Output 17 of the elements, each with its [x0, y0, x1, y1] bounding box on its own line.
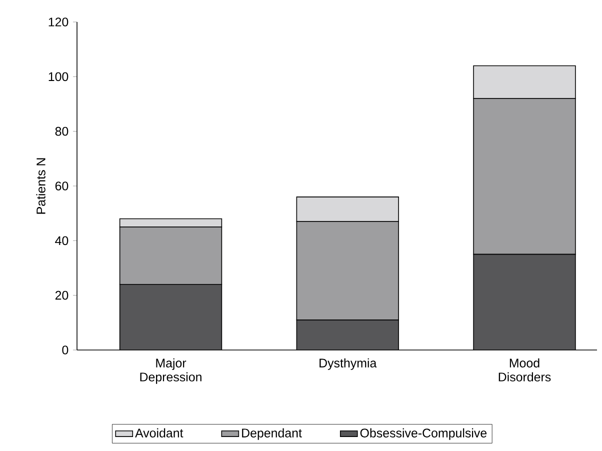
- legend-label: Dependant: [242, 428, 302, 440]
- y-tick-label: 120: [48, 18, 68, 26]
- y-tick-label: 0: [62, 346, 68, 354]
- bar: [120, 284, 222, 350]
- bar: [473, 254, 576, 350]
- y-tick-label: 80: [55, 126, 68, 136]
- y-tick-label: 40: [55, 236, 68, 246]
- x-tick-label: Dysthymia: [320, 358, 377, 370]
- y-tick-label: 20: [55, 290, 68, 300]
- y-tick-label: 100: [48, 72, 68, 82]
- legend-label: Avoidant: [135, 428, 184, 438]
- bar: [296, 320, 399, 350]
- y-tick-label: 60: [55, 182, 68, 190]
- x-tick-label: Mood Disorders: [498, 358, 551, 382]
- legend-label: Obsessive-Compulsive: [360, 428, 487, 440]
- x-tick-label: Major Depression: [140, 358, 202, 384]
- y-axis-title: Patients N: [36, 158, 46, 214]
